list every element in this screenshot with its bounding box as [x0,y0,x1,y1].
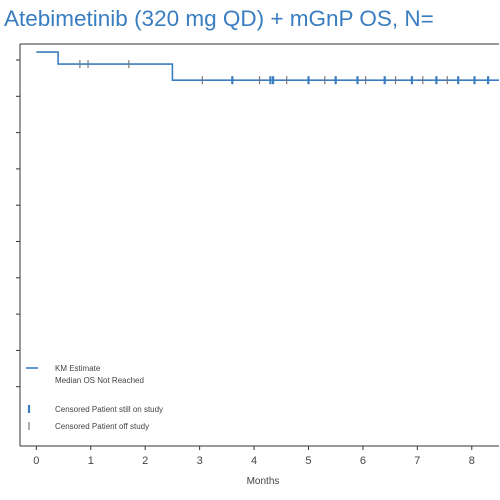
legend-median-note: Median OS Not Reached [55,376,144,385]
x-tick-label: 4 [251,455,257,467]
x-tick-label: 7 [414,455,420,467]
x-tick-label: 1 [88,455,94,467]
legend-off-study-label: Censored Patient off study [55,422,149,431]
x-tick-label: 6 [360,455,366,467]
legend-km-label: KM Estimate [55,364,101,373]
x-tick-label: 2 [142,455,148,467]
x-axis-label: Months [247,476,280,487]
chart-title: Atebimetinib (320 mg QD) + mGnP OS, N= [4,6,434,31]
axes: 0 1 2 3 4 5 6 7 8 [16,43,499,467]
x-tick-label: 8 [469,455,475,467]
km-estimate-line-group [36,51,499,81]
km-estimate-line [36,51,499,81]
x-tick-label: 0 [33,455,39,467]
x-tick-label: 5 [305,455,311,467]
legend: KM Estimate Median OS Not Reached Censored… [26,364,163,431]
censor-marks [79,60,490,85]
legend-on-study-label: Censored Patient still on study [55,405,163,414]
x-tick-label: 3 [197,455,203,467]
